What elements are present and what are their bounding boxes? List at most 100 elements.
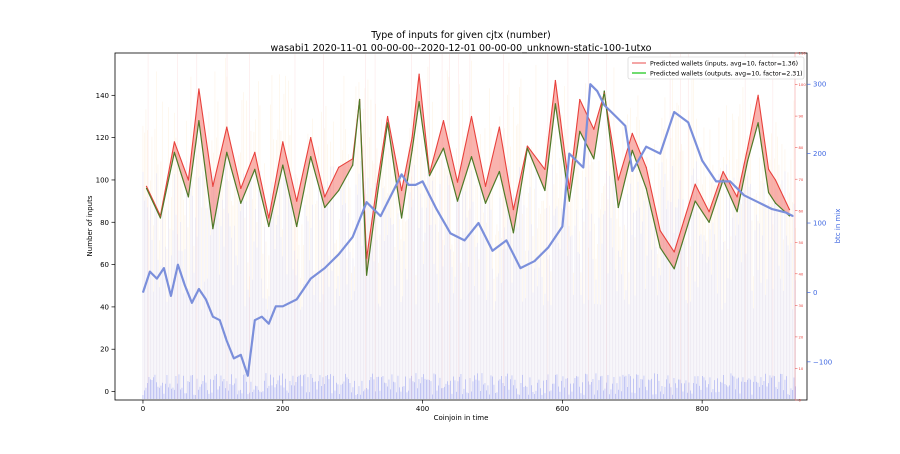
red-tick-label: 60 — [799, 208, 804, 213]
point-outputs — [296, 225, 298, 228]
point-inputs — [568, 187, 570, 189]
point-outputs — [512, 232, 515, 234]
inputs-outputs-gap-fill — [146, 74, 790, 276]
point-outputs — [159, 217, 161, 219]
plot-frame — [114, 52, 808, 401]
axis-layer: 0 200 400 600 800020406080100120140010203040… — [96, 51, 833, 413]
point-outputs — [268, 225, 270, 228]
point-inputs — [428, 173, 431, 175]
point-inputs — [708, 211, 710, 213]
legend-label-inputs: Predicted wallets (inputs, avg=10, facto… — [650, 61, 798, 68]
point-outputs — [254, 168, 256, 170]
point-outputs — [498, 170, 500, 173]
point-btc — [463, 239, 466, 241]
point-btc — [324, 267, 326, 269]
x-tick-label: 0 — [141, 405, 145, 413]
point-outputs — [544, 189, 546, 192]
legend-box — [627, 56, 805, 80]
red-tick-label: 90 — [799, 114, 804, 119]
point-outputs — [376, 196, 378, 198]
point-btc — [547, 246, 550, 248]
point-outputs — [673, 268, 675, 270]
point-inputs — [226, 126, 228, 128]
y-axis-label: Number of inputs — [86, 195, 94, 256]
point-outputs — [145, 187, 148, 189]
point-outputs — [352, 164, 354, 166]
background-bars — [142, 58, 796, 399]
point-outputs — [411, 149, 413, 151]
point-btc — [205, 298, 207, 300]
point-inputs — [617, 179, 619, 181]
x-tick-label: 600 — [556, 405, 569, 413]
x-tick-label: 200 — [276, 405, 289, 413]
point-btc — [645, 146, 647, 148]
point-outputs — [694, 200, 696, 202]
point-outputs — [282, 164, 284, 166]
point-outputs — [310, 156, 312, 158]
point-btc — [561, 225, 564, 228]
point-outputs — [187, 196, 189, 198]
point-inputs — [659, 230, 661, 232]
y-tick-label: 40 — [100, 303, 109, 311]
point-btc — [428, 194, 431, 196]
point-outputs — [631, 149, 633, 151]
point-inputs — [470, 115, 473, 118]
point-inputs — [254, 151, 256, 153]
point-inputs — [673, 251, 675, 253]
point-btc — [275, 305, 277, 307]
point-inputs — [296, 200, 298, 202]
point-outputs — [757, 122, 759, 124]
point-outputs — [212, 228, 214, 230]
red-tick-label: 110 — [799, 51, 807, 56]
point-inputs — [212, 185, 214, 187]
point-inputs — [310, 137, 312, 139]
chart-title: Type of inputs for given cjtx (number) — [370, 30, 550, 41]
y2-tick-label: −100 — [813, 358, 832, 366]
point-inputs — [159, 215, 161, 217]
point-outputs — [768, 192, 770, 194]
point-outputs — [747, 160, 749, 162]
point-inputs — [498, 126, 500, 128]
point-inputs — [387, 115, 389, 118]
point-inputs — [603, 92, 605, 94]
point-btc — [212, 316, 214, 318]
point-outputs — [484, 202, 487, 204]
y-tick-label: 140 — [96, 92, 109, 100]
series-line-btc-in-mix — [141, 83, 794, 377]
point-btc — [156, 278, 158, 280]
point-btc — [163, 267, 165, 269]
red-tick-label: 80 — [799, 145, 804, 150]
point-outputs — [603, 90, 605, 92]
point-outputs — [366, 274, 368, 276]
point-btc — [715, 180, 717, 182]
point-outputs — [470, 156, 473, 158]
point-btc — [610, 111, 612, 113]
point-outputs — [788, 215, 791, 217]
point-inputs — [240, 187, 242, 189]
point-btc — [268, 323, 270, 325]
point-outputs — [579, 130, 581, 132]
point-btc — [449, 232, 452, 234]
legend-label-outputs: Predicted wallets (outputs, avg=10, fact… — [650, 71, 803, 78]
point-btc — [198, 288, 200, 290]
point-inputs — [484, 185, 487, 187]
red-tick-label: 30 — [799, 303, 804, 308]
x-axis-label: Coinjoin in time — [434, 414, 489, 422]
point-inputs — [768, 168, 770, 170]
point-outputs — [722, 179, 724, 181]
point-inputs — [366, 257, 368, 259]
y-tick-label: 120 — [96, 134, 109, 142]
point-inputs — [736, 196, 738, 198]
red-tick-label: 50 — [799, 240, 804, 245]
point-inputs — [631, 132, 633, 134]
point-btc — [184, 284, 186, 287]
point-btc — [394, 187, 396, 189]
point-outputs — [568, 200, 570, 202]
point-btc — [338, 253, 340, 255]
y-tick-label: 80 — [100, 219, 109, 227]
y2-tick-label: 0 — [813, 289, 817, 297]
point-outputs — [645, 187, 647, 189]
point-outputs — [359, 98, 361, 101]
point-btc — [568, 153, 570, 155]
